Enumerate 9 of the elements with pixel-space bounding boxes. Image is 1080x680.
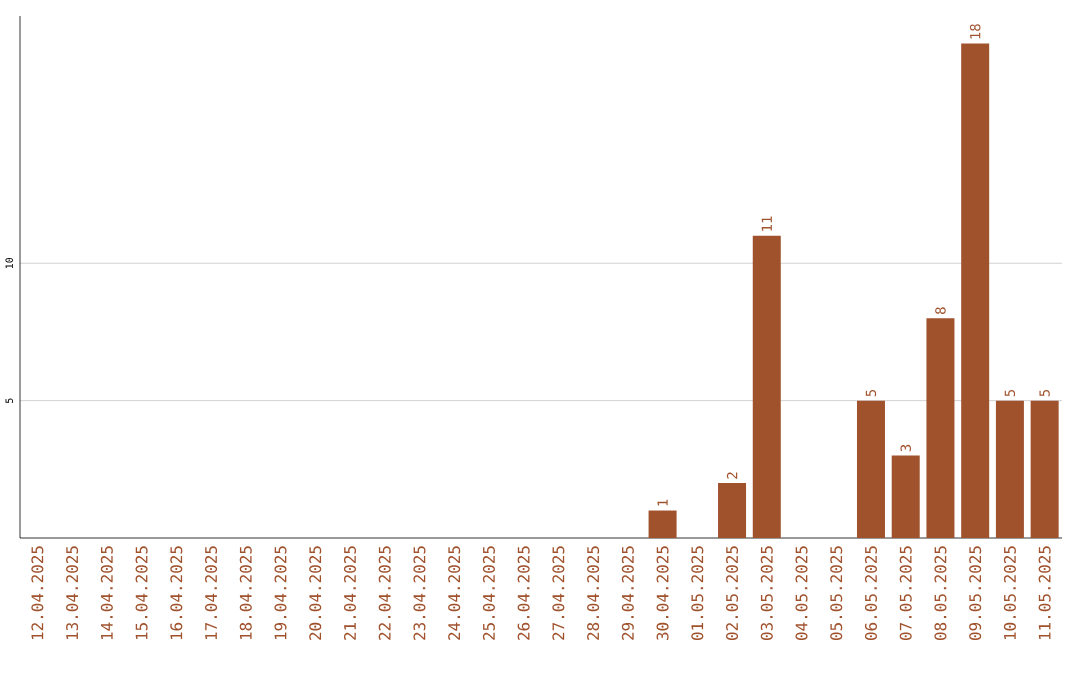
bar bbox=[718, 483, 747, 538]
bar bbox=[995, 400, 1024, 538]
bar bbox=[648, 510, 677, 538]
bar bbox=[1030, 400, 1059, 538]
bar bbox=[961, 43, 990, 538]
bar bbox=[752, 235, 781, 538]
bar bbox=[891, 455, 920, 538]
bar bbox=[856, 400, 885, 538]
bar bbox=[926, 318, 955, 538]
